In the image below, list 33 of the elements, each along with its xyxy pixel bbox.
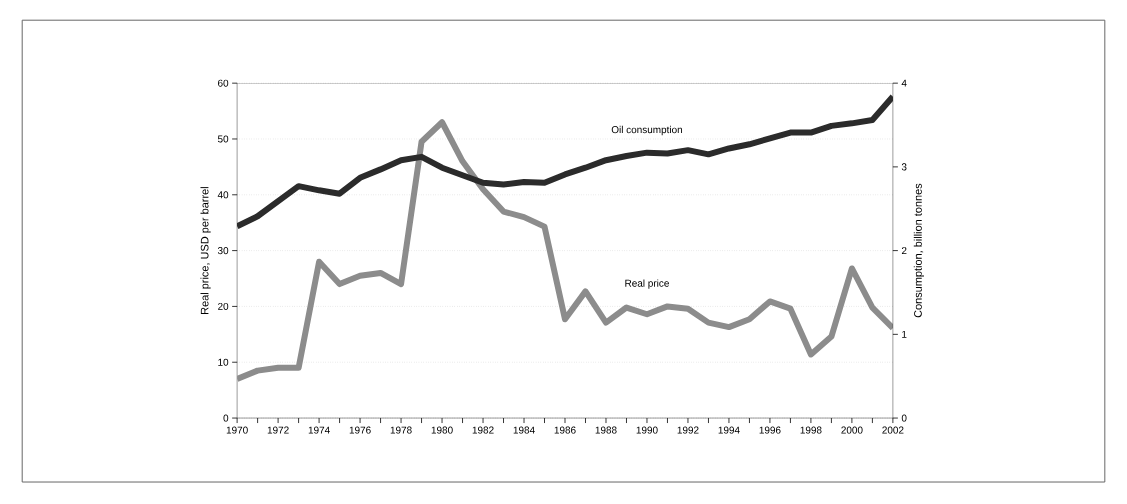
x-tick-label: 1994 — [718, 426, 740, 434]
x-tick-label: 1980 — [431, 426, 453, 434]
x-tick-label: 1970 — [226, 426, 248, 434]
x-tick-label: 1988 — [595, 426, 617, 434]
y2-tick-label: 4 — [901, 79, 907, 87]
x-tick-label: 1982 — [472, 426, 494, 434]
x-tick-label: 1992 — [677, 426, 699, 434]
x-tick-label: 1972 — [267, 426, 289, 434]
y-tick-label: 20 — [218, 302, 229, 310]
x-tick-label: 1976 — [349, 426, 371, 434]
y-tick-label: 0 — [223, 414, 229, 422]
x-tick-label: 1996 — [759, 426, 781, 434]
y2-axis-title: Consumption, billion tonnes — [913, 183, 924, 318]
x-tick-label: 1984 — [513, 426, 535, 434]
x-tick-label: 1978 — [390, 426, 412, 434]
y2-tick-label: 0 — [901, 414, 907, 422]
x-tick-label: 1986 — [554, 426, 576, 434]
x-tick-label: 2000 — [841, 426, 863, 434]
series-label: Oil consumption — [611, 125, 683, 136]
y-tick-label: 50 — [217, 135, 229, 143]
y2-tick-label: 2 — [901, 247, 907, 254]
y2-tick-label: 1 — [902, 330, 907, 338]
x-tick-label: 1974 — [308, 426, 330, 434]
y2-tick-label: 3 — [901, 163, 907, 171]
y-tick-label: 10 — [218, 358, 229, 366]
x-tick-label: 1998 — [800, 426, 822, 434]
series-label: Real price — [625, 279, 669, 289]
y-axis-title: Real price, USD per barrel — [200, 187, 211, 314]
y-tick-label: 40 — [217, 191, 229, 199]
x-tick-label: 2002 — [882, 426, 904, 434]
y-tick-label: 60 — [218, 79, 229, 87]
y-tick-label: 30 — [217, 246, 229, 255]
x-tick-label: 1990 — [636, 426, 658, 434]
